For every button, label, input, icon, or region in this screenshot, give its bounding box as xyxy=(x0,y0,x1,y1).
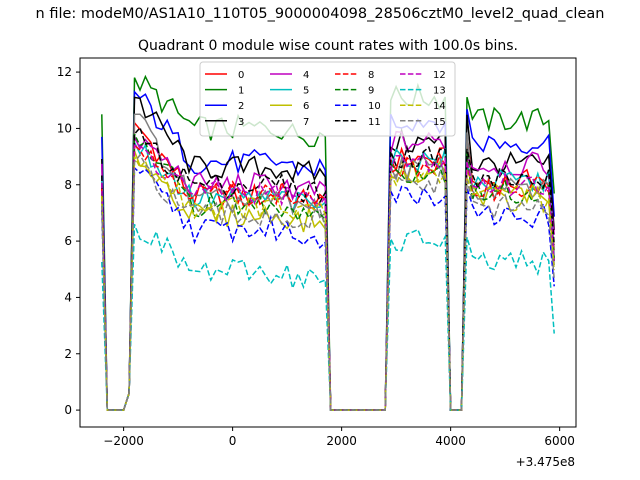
legend-label-7: 7 xyxy=(303,117,309,128)
legend-box xyxy=(199,61,456,137)
x-tick-label: 0 xyxy=(229,434,237,448)
y-axis: 0 2 4 6 8 10 12 xyxy=(57,65,80,417)
figure-suptitle: n file: modeM0/AS1A10_110T05_9000004098_… xyxy=(36,6,605,22)
legend-label-9: 9 xyxy=(368,86,374,97)
series-line-13 xyxy=(101,223,555,411)
chart-title: Quadrant 0 module wise count rates with … xyxy=(138,38,518,54)
legend-label-3: 3 xyxy=(238,117,244,128)
legend-label-12: 12 xyxy=(433,70,446,81)
series-line-14 xyxy=(101,156,555,411)
y-tick-label: 2 xyxy=(64,347,72,361)
legend-label-0: 0 xyxy=(238,70,244,81)
x-offset-label: +3.475e8 xyxy=(516,455,575,469)
y-tick-label: 6 xyxy=(64,234,72,248)
legend-label-11: 11 xyxy=(368,117,381,128)
y-tick-label: 0 xyxy=(64,403,72,417)
legend-label-2: 2 xyxy=(238,101,244,112)
series-layer xyxy=(101,74,555,411)
y-tick-label: 4 xyxy=(64,290,72,304)
series-line-15 xyxy=(101,153,555,411)
x-tick-label: 4000 xyxy=(435,434,466,448)
legend-label-6: 6 xyxy=(303,101,309,112)
y-tick-label: 12 xyxy=(57,65,72,79)
y-tick-label: 8 xyxy=(64,178,72,192)
x-tick-label: 2000 xyxy=(326,434,357,448)
plot-frame xyxy=(79,57,577,428)
legend-label-1: 1 xyxy=(238,86,244,97)
legend-label-5: 5 xyxy=(303,86,309,97)
legend-label-8: 8 xyxy=(368,70,374,81)
x-tick-label: 6000 xyxy=(544,434,575,448)
legend-label-14: 14 xyxy=(433,101,446,112)
x-axis: −2000 0 2000 4000 6000 xyxy=(103,427,575,448)
x-tick-label: −2000 xyxy=(103,434,144,448)
legend-label-4: 4 xyxy=(303,70,309,81)
legend-label-13: 13 xyxy=(433,86,446,97)
legend-label-10: 10 xyxy=(368,101,381,112)
legend-label-15: 15 xyxy=(433,117,446,128)
y-tick-label: 10 xyxy=(57,121,72,135)
series-line-10 xyxy=(101,166,555,411)
